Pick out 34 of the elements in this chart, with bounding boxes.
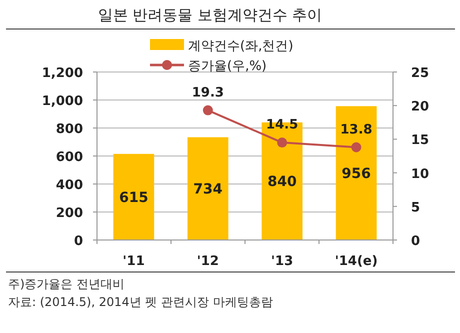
data-label: 840 (267, 174, 297, 190)
bar (188, 137, 228, 240)
point (351, 142, 362, 152)
x-tick-label: '12 (196, 254, 219, 269)
y2-tick-label: 20 (411, 100, 430, 115)
x-tick-label: '11 (122, 254, 145, 269)
data-label: 13.8 (340, 122, 372, 138)
data-label: 734 (193, 182, 223, 198)
y2-tick-label: 0 (411, 234, 420, 249)
bar (336, 106, 377, 240)
y-tick-label: 800 (56, 122, 83, 137)
data-label: 956 (342, 166, 371, 182)
y-tick-label: 400 (56, 178, 83, 193)
y2-tick-label: 25 (411, 66, 430, 81)
point (277, 138, 288, 148)
legend-label: 계약건수(좌,천건) (188, 39, 294, 54)
x-tick-label: '14(e) (334, 254, 378, 269)
y-tick-label: 600 (56, 150, 83, 165)
point (202, 105, 213, 116)
text: 자료: (2014.5), 2014년 펫 관련시장 마케팅총람 (8, 295, 273, 309)
y-tick-label: 200 (56, 206, 83, 221)
data-label: 615 (119, 190, 148, 206)
y2-tick-label: 15 (411, 133, 430, 148)
y2-tick-label: 10 (411, 166, 430, 182)
y-tick-label: 1,200 (42, 66, 83, 81)
chart-title: 일본 반려동물 보험계약건수 추이 (98, 6, 322, 24)
data-label: 19.3 (192, 85, 224, 100)
legend-label: 증가율(우,%) (188, 59, 267, 74)
text: 주)증가율은 전년대비 (8, 277, 124, 291)
bar (113, 154, 154, 240)
y-tick-label: 1,000 (42, 94, 83, 109)
y-tick-label: 0 (74, 234, 83, 249)
x-tick-label: '13 (271, 254, 294, 269)
y2-tick-label: 5 (411, 200, 420, 216)
